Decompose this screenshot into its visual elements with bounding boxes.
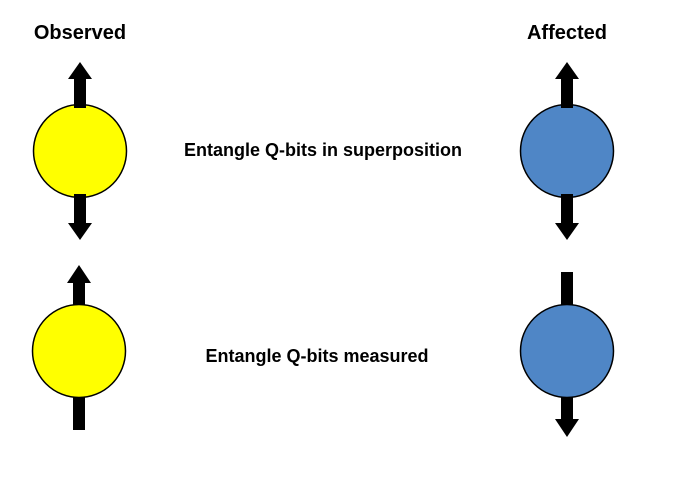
- column-header-observed: Observed: [33, 22, 127, 44]
- qbit-affected-superposition: [519, 62, 615, 240]
- down-arrow-icon: [555, 194, 579, 240]
- column-header-affected: Affected: [526, 22, 607, 44]
- qbit-observed-measured: [31, 265, 127, 430]
- up-arrow-icon: [555, 62, 579, 108]
- up-arrow-icon: [68, 62, 92, 108]
- qbit-affected-measured: [519, 272, 615, 437]
- down-arrow-icon: [68, 194, 92, 240]
- row-label-measured: Entangle Q-bits measured: [205, 346, 429, 366]
- affected-qbit-circle: [519, 303, 615, 399]
- qbit-observed-superposition: [32, 62, 128, 240]
- row-label-superposition: Entangle Q-bits in superposition: [183, 140, 462, 160]
- observed-qbit-circle: [32, 103, 128, 199]
- affected-qbit-circle: [519, 103, 615, 199]
- observed-qbit-circle: [31, 303, 127, 399]
